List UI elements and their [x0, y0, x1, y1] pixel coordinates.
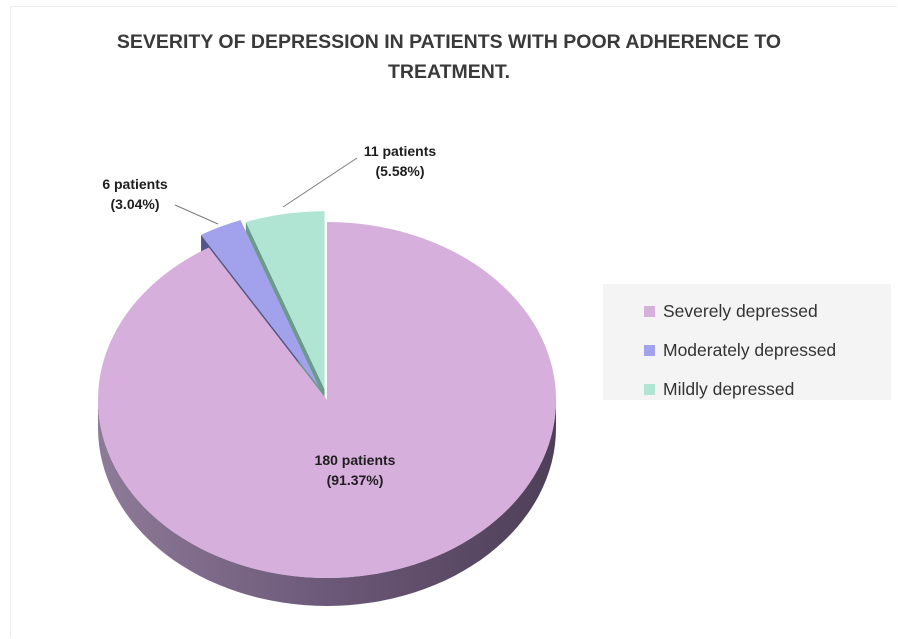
chart-title-line-1: SEVERITY OF DEPRESSION IN PATIENTS WITH …: [116, 31, 782, 53]
legend-item-severely-depressed: Severely depressed: [644, 292, 891, 331]
legend-label-severely-depressed: Severely depressed: [663, 301, 818, 321]
leader-lines: [174, 157, 358, 225]
legend: Severely depressed Moderately depressed …: [603, 284, 891, 400]
data-label-percent-mildly-depressed: (5.58%): [375, 163, 424, 179]
data-label-percent-severely-depressed: (91.37%): [327, 472, 384, 488]
legend-item-moderately-depressed: Moderately depressed: [644, 331, 891, 370]
legend-swatch-mildly-depressed: [644, 384, 655, 395]
legend-swatch-severely-depressed: [644, 306, 655, 317]
legend-label-moderately-depressed: Moderately depressed: [663, 340, 837, 360]
data-label-count-mildly-depressed: 11 patients: [364, 143, 437, 159]
legend-item-mildly-depressed: Mildly depressed: [644, 370, 891, 409]
data-label-count-severely-depressed: 180 patients: [315, 452, 396, 468]
chart-title: SEVERITY OF DEPRESSION IN PATIENTS WITH …: [0, 27, 898, 87]
pie-slice-mildly-depressed: [245, 211, 325, 390]
pie-slice-moderately-depressed: [201, 220, 320, 388]
leader-line-mildly-depressed: [282, 157, 358, 208]
pie-side-severely-depressed: [98, 400, 556, 606]
legend-swatch-moderately-depressed: [644, 345, 655, 356]
pie-slice-severely-depressed: [97, 222, 556, 578]
legend-label-mildly-depressed: Mildly depressed: [663, 379, 795, 399]
chart-title-line-2: TREATMENT.: [387, 61, 511, 83]
leader-line-moderately-depressed: [174, 204, 219, 225]
data-label-count-moderately-depressed: 6 patients: [102, 176, 168, 192]
data-labels: 180 patients (91.37%) 6 patients (3.04%) 11 …: [102, 143, 436, 488]
pie-slices: [97, 211, 556, 578]
data-label-percent-moderately-depressed: (3.04%): [110, 196, 159, 212]
